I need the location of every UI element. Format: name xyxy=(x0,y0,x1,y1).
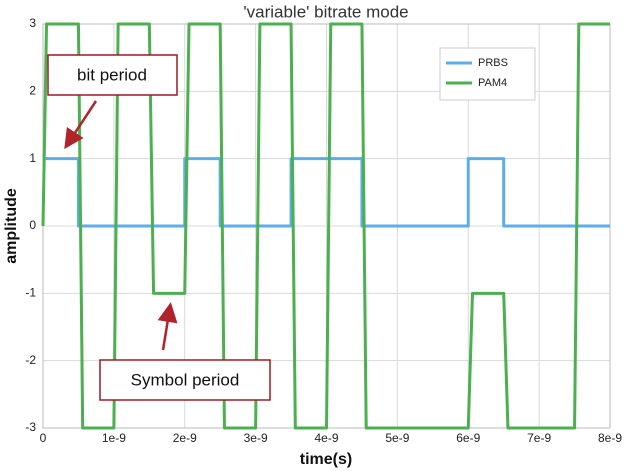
x-tick-label: 3e-9 xyxy=(244,431,268,445)
series-line xyxy=(43,157,610,228)
x-tick-label: 7e-9 xyxy=(527,431,551,445)
plot-area: 0 1e-9 2e-9 3e-9 4e-9 5e-9 6e-9 7e-9 8e-9 -3 -2 -1 0… xyxy=(25,16,622,445)
x-tick-label: 5e-9 xyxy=(385,431,409,445)
annotation-box xyxy=(47,54,178,96)
legend: PRBS PAM4 xyxy=(439,47,536,101)
annotation-text: Symbol period xyxy=(131,370,240,389)
y-tick-label: 3 xyxy=(29,16,36,30)
y-tick-label: 2 xyxy=(29,84,36,98)
annotation-arrow xyxy=(64,100,98,150)
x-tick-label: 8e-9 xyxy=(598,431,622,445)
x-tick-label: 4e-9 xyxy=(314,431,338,445)
y-tick-label: -1 xyxy=(25,286,36,300)
y-tick-label: 1 xyxy=(29,151,36,165)
legend-box xyxy=(439,47,536,101)
y-tick-label: -3 xyxy=(25,420,36,434)
legend-label: PAM4 xyxy=(478,77,507,89)
annotation-box xyxy=(99,359,271,401)
annotation-arrow xyxy=(157,302,178,351)
x-tick-label: 1e-9 xyxy=(102,431,126,445)
x-tick-label: 2e-9 xyxy=(173,431,197,445)
chart-title: 'variable' bitrate mode xyxy=(243,2,408,21)
y-tick-label: 0 xyxy=(29,218,36,232)
annotation-symbol-period: Symbol period xyxy=(99,302,271,401)
legend-label: PRBS xyxy=(478,57,508,69)
y-tick-label: -2 xyxy=(25,353,36,367)
annotation-text: bit period xyxy=(77,65,147,84)
x-tick-label: 0 xyxy=(40,431,47,445)
y-axis-label: amplitude xyxy=(3,188,20,264)
annotation-bit-period: bit period xyxy=(47,54,178,150)
x-axis-label: time(s) xyxy=(300,451,352,468)
x-tick-label: 6e-9 xyxy=(456,431,480,445)
series-line xyxy=(41,22,610,430)
